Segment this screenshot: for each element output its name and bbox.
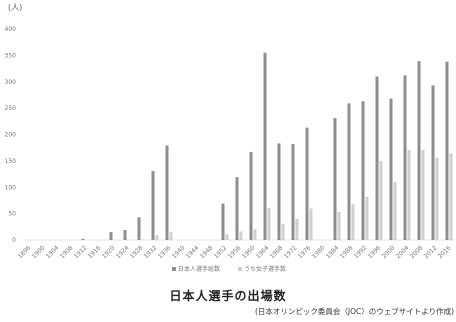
bar-women-athletes [281,224,285,240]
y-tick-label: 250 [5,105,17,112]
x-tick-label: 1940 [171,244,187,260]
bar-total-athletes [417,61,421,240]
y-tick-label: 150 [5,158,17,165]
x-tick-label: 1996 [367,244,383,260]
y-tick-label: 0 [12,237,16,244]
bar-total-athletes [123,229,127,240]
x-tick-label: 1896 [17,244,33,260]
bar-women-athletes [337,212,341,240]
x-tick-label: 1920 [101,244,117,260]
bar-women-athletes [407,149,411,240]
bar-total-athletes [305,127,309,240]
bar-total-athletes [333,118,337,240]
y-axis-ticks: 0 50 100 150 200 250 300 350 400 [5,26,17,244]
bar-total-athletes [389,98,393,240]
bar-women-athletes [239,231,243,240]
x-tick-label: 1960 [241,244,257,260]
x-tick-label: 2000 [381,244,397,260]
x-tick-label: 2008 [409,244,425,260]
bar-women-athletes [351,204,355,240]
x-tick-label: 1968 [269,244,285,260]
legend-swatch-total [172,267,176,271]
x-tick-label: 1912 [73,244,89,260]
x-tick-label: 2016 [437,244,453,260]
x-tick-label: 1900 [31,244,47,260]
bar-total-athletes [109,232,113,240]
x-tick-label: 1992 [353,244,369,260]
y-tick-label: 50 [8,211,16,218]
bar-women-athletes [155,235,159,240]
x-tick-label: 1932 [143,244,159,260]
bar-women-athletes [295,218,299,240]
bar-women-athletes [365,196,369,240]
x-tick-label: 1928 [129,244,145,260]
x-tick-label: 1908 [59,244,75,260]
x-tick-label: 1904 [45,244,61,260]
x-tick-label: 1980 [311,244,327,260]
bar-women-athletes [169,232,173,240]
bar-total-athletes [81,238,85,240]
x-axis-ticks: 1896190019041908191219161920192419281932… [17,244,453,260]
legend-label-women: うち女子選手数 [244,265,286,273]
bar-total-athletes [137,217,141,240]
bar-total-athletes [291,143,295,240]
y-tick-label: 350 [5,52,17,59]
bar-women-athletes [253,229,257,240]
y-tick-label: 400 [5,26,17,33]
x-tick-label: 1944 [185,244,201,260]
x-tick-label: 1988 [339,244,355,260]
x-tick-label: 2004 [395,244,411,260]
bar-total-athletes [221,203,225,240]
x-tick-label: 1964 [255,244,271,260]
bar-total-athletes [445,61,449,240]
bar-total-athletes [347,103,351,240]
bar-women-athletes [379,160,383,240]
bar-women-athletes [141,239,145,241]
x-tick-label: 1956 [227,244,243,260]
bar-women-athletes [435,157,439,240]
bars [81,52,453,241]
x-tick-label: 1984 [325,244,341,260]
legend-label-total: 日本人選手総数 [178,265,220,273]
bar-total-athletes [361,101,365,240]
bar-women-athletes [309,208,313,240]
legend-swatch-women [238,267,242,271]
bar-women-athletes [393,181,397,240]
y-tick-label: 300 [5,79,17,86]
bar-total-athletes [263,52,267,240]
y-axis-unit-label: (人) [8,3,22,12]
bar-women-athletes [421,149,425,240]
bar-total-athletes [277,143,281,240]
bar-women-athletes [225,234,229,240]
chart-source-note: (日本オリンピック委員会（JOC）のウェブサイトより作成) [254,307,454,316]
bar-total-athletes [235,177,239,240]
x-tick-label: 1972 [283,244,299,260]
chart-title: 日本人選手の出場数 [169,289,287,303]
bar-total-athletes [151,170,155,240]
bar-total-athletes [375,76,379,240]
x-tick-label: 1952 [213,244,229,260]
x-tick-label: 1936 [157,244,173,260]
x-tick-label: 1924 [115,244,131,260]
bar-total-athletes [431,85,435,240]
y-tick-label: 200 [5,132,17,139]
bar-women-athletes [267,207,271,240]
bar-women-athletes [449,153,453,240]
x-tick-label: 1948 [199,244,215,260]
x-tick-label: 1916 [87,244,103,260]
bar-total-athletes [249,151,253,240]
legend: 日本人選手総数 うち女子選手数 [172,265,286,273]
x-tick-label: 1976 [297,244,313,260]
x-tick-label: 2012 [423,244,439,260]
y-tick-label: 100 [5,184,17,191]
bar-total-athletes [403,75,407,240]
bar-total-athletes [165,145,169,240]
